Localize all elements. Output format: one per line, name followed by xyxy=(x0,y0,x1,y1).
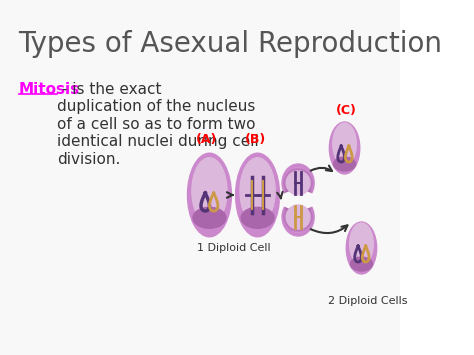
Ellipse shape xyxy=(282,198,314,236)
Ellipse shape xyxy=(283,168,313,198)
Ellipse shape xyxy=(283,202,313,232)
Ellipse shape xyxy=(285,187,311,197)
Ellipse shape xyxy=(285,203,311,213)
Ellipse shape xyxy=(241,207,274,228)
Ellipse shape xyxy=(282,164,314,202)
Ellipse shape xyxy=(286,171,310,195)
Ellipse shape xyxy=(346,222,377,274)
Ellipse shape xyxy=(350,223,374,265)
Ellipse shape xyxy=(285,202,311,232)
Ellipse shape xyxy=(281,191,316,209)
FancyBboxPatch shape xyxy=(0,0,403,355)
Text: - is the exact
duplication of the nucleus
of a cell so as to form two
identical : - is the exact duplication of the nucleu… xyxy=(57,82,259,166)
Ellipse shape xyxy=(192,158,227,224)
Ellipse shape xyxy=(333,123,356,165)
Text: (B): (B) xyxy=(245,133,265,146)
Ellipse shape xyxy=(350,257,373,271)
Text: (A): (A) xyxy=(196,133,218,146)
Ellipse shape xyxy=(236,153,280,237)
Text: 2 Diploid Cells: 2 Diploid Cells xyxy=(328,296,408,306)
Ellipse shape xyxy=(285,168,311,198)
Ellipse shape xyxy=(193,207,226,228)
Ellipse shape xyxy=(329,122,360,174)
Ellipse shape xyxy=(240,158,275,224)
Ellipse shape xyxy=(334,157,356,171)
Text: 1 Diploid Cell: 1 Diploid Cell xyxy=(197,243,270,253)
Text: (C): (C) xyxy=(336,104,357,117)
Text: Types of Asexual Reproduction: Types of Asexual Reproduction xyxy=(18,30,443,58)
Text: Mitosis: Mitosis xyxy=(18,82,80,97)
Ellipse shape xyxy=(284,169,312,197)
Ellipse shape xyxy=(284,203,312,231)
Ellipse shape xyxy=(188,153,231,237)
Ellipse shape xyxy=(286,205,310,229)
